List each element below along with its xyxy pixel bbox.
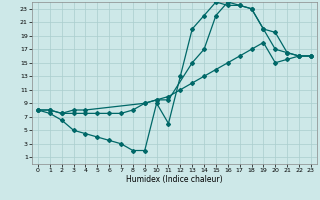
X-axis label: Humidex (Indice chaleur): Humidex (Indice chaleur) [126,175,223,184]
